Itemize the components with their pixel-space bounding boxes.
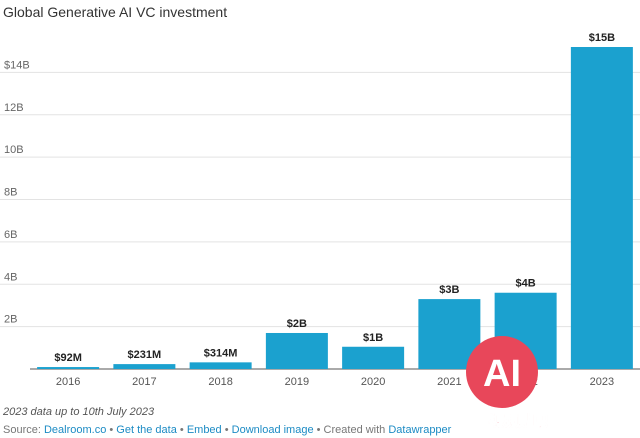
watermark-big-text: AI bbox=[483, 353, 521, 395]
y-tick-label: 12B bbox=[4, 102, 24, 114]
bar-chart: 2B 4B 6B 8B 10B 12B $14B $92M 2016 $231M 2017 $314… bbox=[0, 32, 640, 388]
x-tick-label: 2016 bbox=[56, 376, 80, 388]
data-label-2018: $314M bbox=[204, 347, 238, 359]
data-label-2021: $3B bbox=[439, 284, 459, 296]
data-note: 2023 data up to 10th July 2023 bbox=[3, 406, 155, 418]
data-label-2016: $92M bbox=[54, 352, 82, 364]
get-data-link[interactable]: Get the data bbox=[116, 424, 177, 436]
separator: • bbox=[106, 424, 117, 436]
x-tick-label: 2021 bbox=[437, 376, 461, 388]
watermark-small-text: 视频贴吧 bbox=[488, 412, 548, 430]
source-line: Source: Dealroom.co • Get the data • Emb… bbox=[3, 424, 451, 436]
y-tick-label: 8B bbox=[4, 187, 17, 199]
x-tick-label: 2017 bbox=[132, 376, 156, 388]
data-label-2023: $15B bbox=[589, 32, 615, 44]
y-tick-label: 4B bbox=[4, 271, 17, 283]
y-tick-label: 6B bbox=[4, 229, 17, 241]
watermark-circle bbox=[466, 336, 538, 408]
bar-2020 bbox=[342, 346, 405, 369]
data-label-2020: $1B bbox=[363, 332, 383, 344]
y-tick-label: 10B bbox=[4, 144, 24, 156]
bar-2023 bbox=[570, 47, 633, 369]
bar-2016 bbox=[37, 367, 100, 369]
bar-2019 bbox=[265, 332, 328, 369]
bar-2018 bbox=[189, 362, 252, 369]
chart-title: Global Generative AI VC investment bbox=[3, 4, 228, 20]
data-label-2022: $4B bbox=[516, 278, 536, 290]
data-label-2019: $2B bbox=[287, 318, 307, 330]
data-label-2017: $231M bbox=[128, 349, 162, 361]
separator: • bbox=[221, 424, 232, 436]
source-link[interactable]: Dealroom.co bbox=[43, 424, 107, 436]
embed-link[interactable]: Embed bbox=[186, 424, 222, 436]
x-tick-label: 2018 bbox=[208, 376, 232, 388]
separator: • bbox=[176, 424, 187, 436]
bar-2017 bbox=[113, 364, 176, 369]
datawrapper-link[interactable]: Datawrapper bbox=[388, 424, 452, 436]
x-tick-label: 2020 bbox=[361, 376, 385, 388]
y-tick-label: 2B bbox=[4, 314, 17, 326]
y-tick-label: $14B bbox=[4, 59, 30, 71]
watermark-logo: AI 视频贴吧 bbox=[466, 336, 548, 430]
download-image-link[interactable]: Download image bbox=[231, 424, 314, 436]
source-prefix: Source: bbox=[3, 424, 44, 436]
created-with-text: Created with bbox=[323, 424, 389, 436]
x-tick-label: 2019 bbox=[285, 376, 309, 388]
x-tick-label: 2023 bbox=[590, 376, 614, 388]
separator: • bbox=[313, 424, 324, 436]
